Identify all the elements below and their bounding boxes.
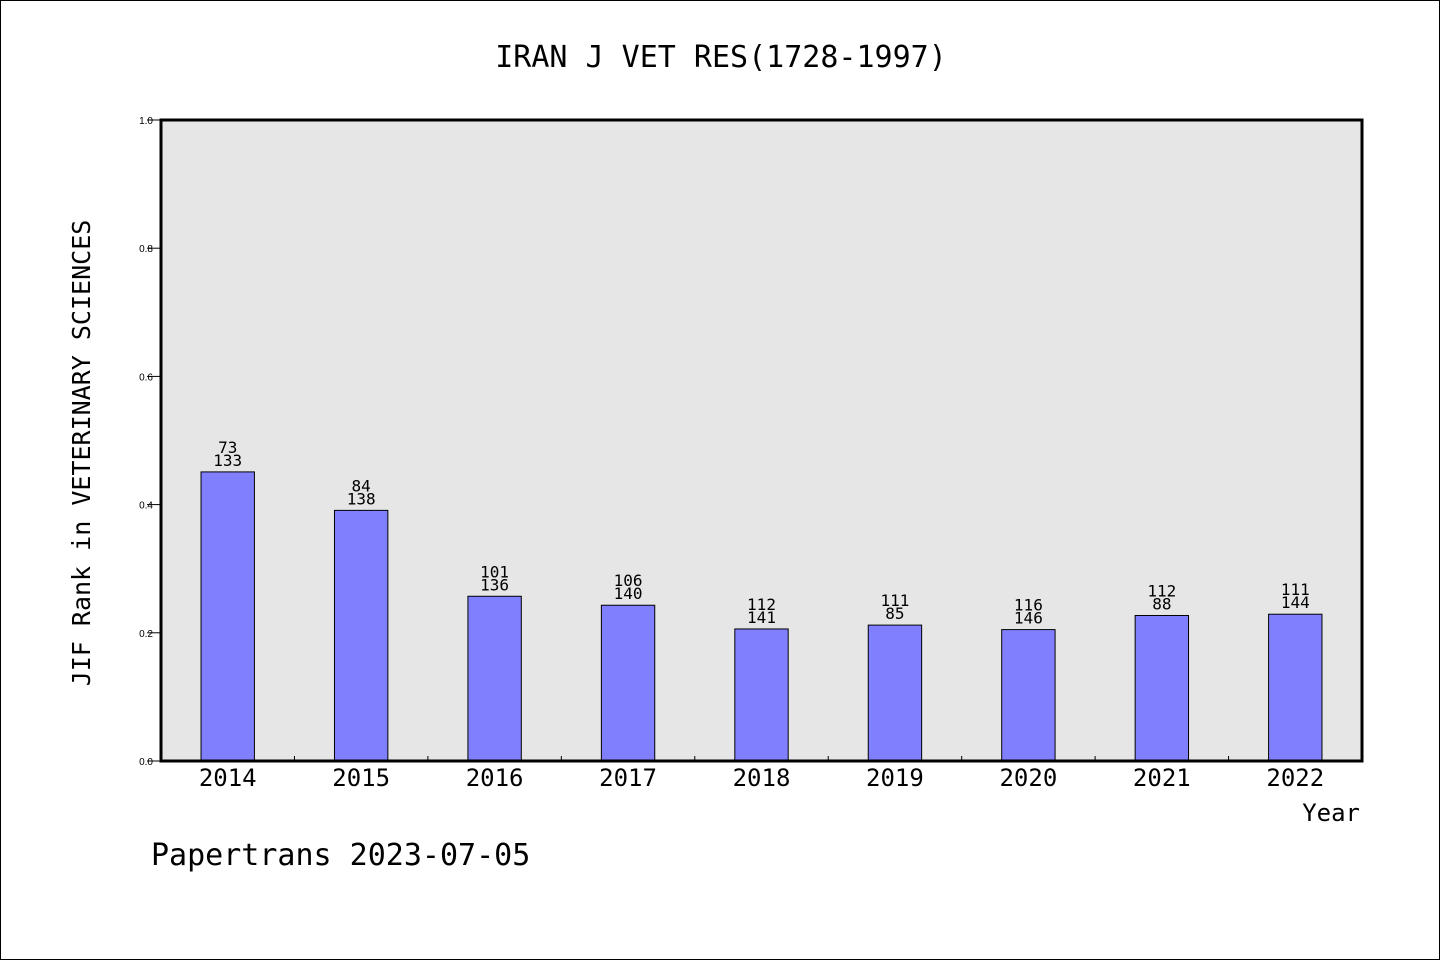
plot-border <box>159 118 1364 763</box>
bar-rank-label: 111 <box>1281 580 1310 599</box>
bar <box>600 604 656 762</box>
bar-rank-label: 73 <box>218 438 237 457</box>
x-axis-label: Year <box>1302 799 1360 827</box>
bar-rank-label: 112 <box>1147 581 1176 600</box>
x-tick-label: 2019 <box>866 764 924 792</box>
x-tick-label: 2017 <box>599 764 657 792</box>
x-tick-label: 2016 <box>466 764 524 792</box>
bar-total-label: 85 <box>885 604 904 623</box>
bar <box>1134 614 1190 762</box>
bar-rank-label: 106 <box>614 571 643 590</box>
bar <box>200 471 255 762</box>
bar-total-label: 136 <box>480 575 509 594</box>
x-tick-label: 2015 <box>332 764 390 792</box>
x-tick-label: 2014 <box>199 764 257 792</box>
x-tick-label: 2018 <box>733 764 791 792</box>
x-axis: 2014 2015 2016 2017 2018 2019 2020 2021 2022 <box>199 756 1324 792</box>
x-tick-label: 2022 <box>1266 764 1324 792</box>
chart-title: IRAN J VET RES(1728-1997) <box>495 40 947 75</box>
bar-total-label: 133 <box>213 451 242 470</box>
y-tick-label: 0.2 <box>139 629 153 640</box>
bar-rank-label: 101 <box>480 562 509 581</box>
y-tick-label: 0.4 <box>139 501 153 512</box>
bar-rank-label: 116 <box>1014 596 1043 615</box>
bar-total-label: 144 <box>1281 593 1310 612</box>
bar-rank-label: 111 <box>880 591 909 610</box>
bar-total-label: 138 <box>347 489 376 508</box>
x-tick-label: 2020 <box>999 764 1057 792</box>
bar <box>333 509 389 762</box>
bar-rank-label: 84 <box>352 476 371 495</box>
bar <box>467 595 522 762</box>
bar-total-label: 140 <box>614 584 643 603</box>
y-tick-label: 0.8 <box>139 244 153 255</box>
x-tick-label: 2021 <box>1133 764 1191 792</box>
y-tick-label: 0.0 <box>139 757 153 768</box>
y-tick-label: 0.6 <box>139 372 153 383</box>
y-tick-label: 1.0 <box>139 116 153 127</box>
bar-rank-label: 112 <box>747 595 776 614</box>
bar-total-label: 141 <box>747 608 776 627</box>
y-axis: 0.0 0.2 0.4 0.6 0.8 1.0 <box>139 116 161 768</box>
bar-total-label: 88 <box>1152 594 1171 613</box>
bar <box>1268 613 1323 762</box>
bar <box>1001 629 1056 762</box>
y-axis-label: JIF Rank in VETERINARY SCIENCES <box>67 220 96 687</box>
footer-text: Papertrans 2023-07-05 <box>151 838 530 873</box>
bar <box>867 624 923 762</box>
bar-total-label: 146 <box>1014 609 1043 628</box>
bars <box>200 471 1323 762</box>
bar <box>734 628 789 762</box>
